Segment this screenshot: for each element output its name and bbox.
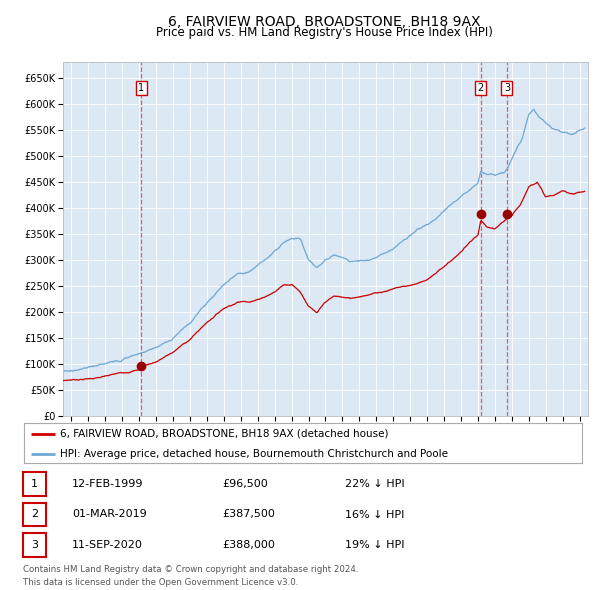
Text: 2: 2	[31, 510, 38, 519]
Text: £387,500: £387,500	[222, 510, 275, 519]
Text: 6, FAIRVIEW ROAD, BROADSTONE, BH18 9AX: 6, FAIRVIEW ROAD, BROADSTONE, BH18 9AX	[168, 15, 480, 29]
Text: £96,500: £96,500	[222, 479, 268, 489]
Text: 11-SEP-2020: 11-SEP-2020	[72, 540, 143, 550]
Text: 01-MAR-2019: 01-MAR-2019	[72, 510, 147, 519]
Text: 12-FEB-1999: 12-FEB-1999	[72, 479, 143, 489]
Text: £388,000: £388,000	[222, 540, 275, 550]
Text: Price paid vs. HM Land Registry's House Price Index (HPI): Price paid vs. HM Land Registry's House …	[155, 26, 493, 39]
Text: 16% ↓ HPI: 16% ↓ HPI	[345, 510, 404, 519]
Text: 19% ↓ HPI: 19% ↓ HPI	[345, 540, 404, 550]
Text: 1: 1	[138, 83, 145, 93]
Text: 2: 2	[478, 83, 484, 93]
Text: Contains HM Land Registry data © Crown copyright and database right 2024.
This d: Contains HM Land Registry data © Crown c…	[23, 565, 358, 587]
Text: 22% ↓ HPI: 22% ↓ HPI	[345, 479, 404, 489]
Text: 1: 1	[31, 479, 38, 489]
Text: 6, FAIRVIEW ROAD, BROADSTONE, BH18 9AX (detached house): 6, FAIRVIEW ROAD, BROADSTONE, BH18 9AX (…	[60, 429, 389, 439]
Text: HPI: Average price, detached house, Bournemouth Christchurch and Poole: HPI: Average price, detached house, Bour…	[60, 450, 448, 460]
Text: 3: 3	[31, 540, 38, 550]
Text: 3: 3	[504, 83, 510, 93]
